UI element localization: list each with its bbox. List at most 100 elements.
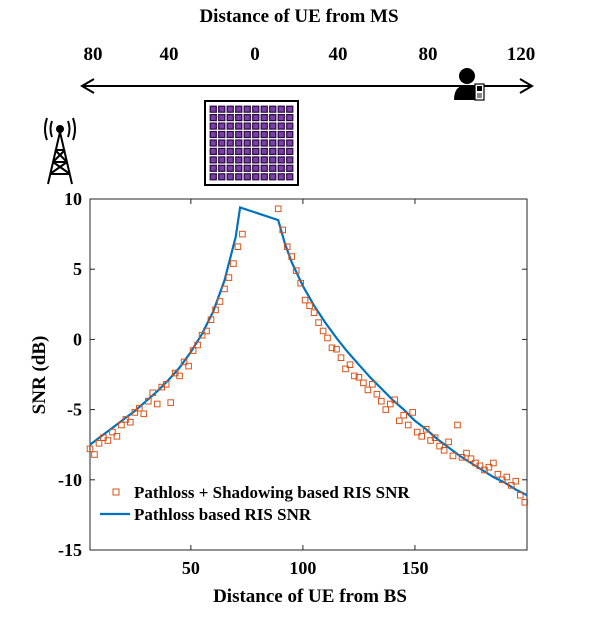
ris-element: [260, 130, 268, 139]
data-point-marker: [369, 381, 376, 388]
top-axis-tick-label: 80: [418, 44, 438, 65]
data-point-marker: [176, 372, 183, 380]
y-tick-label: 5: [73, 259, 82, 279]
data-point-marker: [494, 470, 502, 478]
ris-element: [209, 105, 217, 113]
ris-element: [226, 139, 234, 147]
data-point-marker: [274, 205, 282, 213]
plot-area-frame: [89, 198, 528, 551]
ris-element: [218, 130, 226, 139]
ris-element: [286, 105, 294, 113]
data-point-marker: [288, 253, 295, 260]
data-point-marker: [310, 309, 318, 316]
ris-element: [286, 130, 294, 139]
ris-element: [260, 139, 268, 147]
ris-element: [286, 122, 294, 130]
ris-element: [209, 122, 217, 130]
ris-element: [218, 147, 226, 155]
ris-element: [235, 105, 243, 113]
data-point-marker: [131, 409, 139, 416]
ris-element: [260, 113, 268, 122]
data-point-marker: [189, 347, 197, 354]
data-point-marker: [467, 455, 475, 462]
data-point-marker: [221, 285, 228, 293]
ris-element: [269, 156, 277, 164]
ris-element: [209, 139, 217, 147]
data-point-marker: [508, 482, 515, 489]
y-tick-label: -5: [67, 400, 82, 420]
data-point-marker: [86, 445, 94, 453]
ris-element: [260, 122, 268, 130]
data-point-marker: [136, 404, 143, 412]
ris-element: [218, 139, 226, 147]
data-point-marker: [234, 243, 242, 250]
data-point-marker: [91, 451, 98, 458]
ris-element: [226, 173, 234, 181]
ris-element: [286, 113, 294, 122]
ris-element: [260, 173, 268, 181]
ris-element: [269, 122, 277, 130]
ris-element: [252, 156, 260, 164]
data-point-marker: [113, 433, 121, 440]
data-point-marker: [391, 396, 399, 404]
ris-element: [252, 164, 260, 172]
data-point-marker: [418, 433, 425, 440]
data-point-marker: [153, 400, 161, 408]
y-tick-label: 0: [73, 329, 82, 349]
ris-element: [277, 122, 285, 130]
data-point-marker: [95, 440, 103, 447]
ris-element: [243, 173, 251, 181]
ris-element: [243, 113, 251, 122]
top-axis-title: Distance of UE from MS: [199, 6, 399, 27]
ris-element: [277, 164, 285, 172]
data-point-marker: [149, 389, 156, 397]
ris-element: [209, 113, 217, 122]
data-point-marker: [346, 361, 354, 368]
data-point-marker: [342, 365, 349, 373]
ris-element: [286, 173, 294, 181]
data-point-marker: [436, 442, 443, 450]
ris-element: [243, 164, 251, 172]
ris-element: [235, 173, 243, 181]
ris-element: [277, 173, 285, 181]
ris-element: [243, 130, 251, 139]
data-point-marker: [180, 358, 188, 366]
x-tick-label: 100: [289, 558, 316, 578]
data-point-marker: [404, 421, 412, 429]
ris-element: [243, 156, 251, 164]
data-point-marker: [127, 418, 134, 426]
data-point-marker: [185, 362, 192, 370]
data-point-marker: [212, 306, 219, 314]
data-point-marker: [360, 379, 367, 387]
ris-element: [218, 173, 226, 181]
data-point-marker: [337, 354, 345, 361]
top-axis-tick-label: 40: [328, 44, 348, 65]
data-point-marker: [239, 230, 246, 238]
data-point-marker: [521, 499, 529, 506]
data-point-marker: [109, 428, 116, 436]
ris-panel-icon: [204, 100, 299, 186]
ris-element: [209, 147, 217, 155]
ris-element: [286, 156, 294, 164]
ris-element: [209, 164, 217, 172]
ris-element: [286, 139, 294, 147]
y-axis-label: SNR (dB): [29, 335, 50, 415]
data-point-marker: [162, 381, 170, 388]
ris-element: [252, 139, 260, 147]
data-point-marker: [306, 302, 313, 309]
data-point-marker: [454, 421, 461, 429]
data-point-marker: [301, 296, 309, 304]
data-point-marker: [118, 421, 125, 429]
y-tick-label: -10: [58, 470, 82, 490]
data-point-marker: [140, 410, 148, 418]
data-point-marker: [422, 426, 430, 433]
data-point-marker: [485, 463, 493, 471]
data-point-marker: [449, 452, 457, 460]
ris-element: [252, 105, 260, 113]
data-point-marker: [203, 327, 210, 335]
y-tick-label: -15: [58, 540, 82, 560]
data-point-marker: [413, 428, 421, 436]
data-point-marker: [315, 319, 322, 326]
ris-element: [209, 130, 217, 139]
